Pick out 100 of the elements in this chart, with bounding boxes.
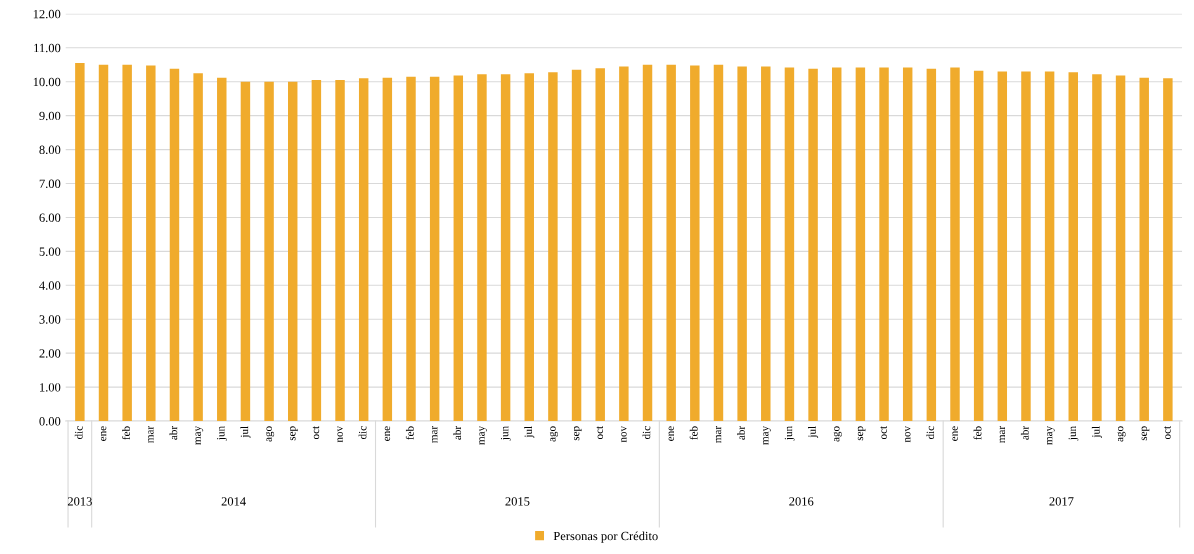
x-tick-label: oct xyxy=(312,425,320,440)
x-tick-label: jun xyxy=(217,426,227,441)
legend-label: Personas por Crédito xyxy=(553,531,658,543)
x-tick-label: feb xyxy=(405,426,414,440)
x-tick-label: feb xyxy=(973,426,982,440)
x-tick-label: sep xyxy=(1141,426,1150,441)
bar xyxy=(879,67,889,422)
x-tick-label: dic xyxy=(74,426,83,440)
bar xyxy=(240,81,251,422)
y-tick-label: 2.00 xyxy=(39,349,61,358)
x-tick-label: jul xyxy=(240,426,251,438)
bar xyxy=(548,72,558,422)
x-tick-label: jul xyxy=(1091,426,1102,438)
bar xyxy=(690,65,700,422)
bar xyxy=(429,76,440,422)
bar xyxy=(311,80,322,422)
bar xyxy=(713,64,724,422)
bar xyxy=(950,67,960,422)
bar xyxy=(973,70,984,422)
x-tick-label: mar xyxy=(148,426,154,443)
bar xyxy=(642,64,653,422)
bar xyxy=(193,73,203,422)
text: 2013 xyxy=(67,497,92,506)
bar xyxy=(98,64,109,422)
bar xyxy=(335,80,345,422)
bar xyxy=(1044,71,1055,422)
y-tick-label: 8.00 xyxy=(39,145,61,155)
bar xyxy=(595,68,605,422)
x-tick-label: ene xyxy=(668,426,674,441)
x-tick-label: mar xyxy=(715,426,722,443)
x-tick-label: ago xyxy=(266,426,275,442)
x-tick-label: oct xyxy=(1164,425,1171,440)
bar xyxy=(808,68,818,422)
bar xyxy=(832,67,842,422)
bar xyxy=(524,73,534,422)
x-tick-label: nov xyxy=(337,425,343,443)
bar xyxy=(619,66,629,422)
bar xyxy=(453,75,464,422)
x-tick-label: sep xyxy=(290,426,298,441)
x-tick-label: jul xyxy=(808,426,819,438)
bar xyxy=(855,67,866,422)
bar xyxy=(902,67,913,422)
x-tick-label: mar xyxy=(999,426,1006,443)
bar xyxy=(1163,78,1173,422)
x-tick-label: jun xyxy=(500,426,511,441)
x-tick-label: sep xyxy=(857,426,866,441)
x-tick-label: abr xyxy=(737,426,745,440)
bar xyxy=(1068,72,1078,422)
x-tick-label: feb xyxy=(122,426,130,440)
bar xyxy=(122,64,132,422)
x-tick-label: abr xyxy=(1020,426,1029,440)
bar xyxy=(571,69,582,422)
x-tick-label: oct xyxy=(880,425,887,440)
y-tick-label: 3.00 xyxy=(39,315,61,324)
x-tick-label: ago xyxy=(833,426,842,442)
bar xyxy=(997,71,1008,422)
bar xyxy=(1092,74,1102,422)
bar xyxy=(737,66,747,422)
x-tick-label: mar xyxy=(432,426,438,443)
y-tick-label: 5.00 xyxy=(39,247,61,256)
x-tick-label: sep xyxy=(574,426,582,441)
x-tick-label: jun xyxy=(1068,426,1079,441)
x-tick-label: ago xyxy=(549,426,558,442)
bar xyxy=(264,81,274,422)
bar xyxy=(169,68,180,422)
x-tick-label: ene xyxy=(100,426,107,441)
x-tick-label: nov xyxy=(905,425,911,443)
bar xyxy=(500,74,511,422)
y-tick-label: 1.00 xyxy=(40,383,61,392)
x-tick-label: jul xyxy=(524,426,535,438)
bar xyxy=(382,77,393,422)
x-tick-label: dic xyxy=(358,426,367,440)
x-tick-label: ene xyxy=(952,426,958,441)
x-tick-label: may xyxy=(763,425,771,445)
y-tick-label: 4.00 xyxy=(39,281,61,290)
y-tick-label: 0.00 xyxy=(39,417,61,426)
y-tick-label: 9.00 xyxy=(39,111,61,121)
x-tick-label: oct xyxy=(596,425,603,440)
y-tick-label: 12.00 xyxy=(33,9,61,19)
x-tick-label: ago xyxy=(1117,426,1126,442)
bar xyxy=(1115,75,1126,422)
bar xyxy=(288,81,298,422)
x-tick-label: ene xyxy=(384,426,391,441)
bar xyxy=(75,63,85,422)
bar xyxy=(784,67,795,422)
text: 2016 xyxy=(789,497,814,506)
x-tick-label: may xyxy=(195,425,204,445)
bar xyxy=(406,76,416,422)
y-tick-label: 11.00 xyxy=(34,43,61,53)
text: 2017 xyxy=(1049,497,1074,506)
bar xyxy=(217,77,227,422)
x-tick-label: abr xyxy=(453,426,462,440)
x-tick-label: nov xyxy=(621,425,627,443)
x-tick-label: abr xyxy=(169,426,178,440)
text: 2014 xyxy=(221,497,246,506)
bar xyxy=(666,64,676,422)
x-tick-label: may xyxy=(479,425,487,445)
y-tick-label: 6.00 xyxy=(39,213,61,222)
x-tick-label: may xyxy=(1047,425,1055,445)
x-tick-label: feb xyxy=(689,426,698,440)
